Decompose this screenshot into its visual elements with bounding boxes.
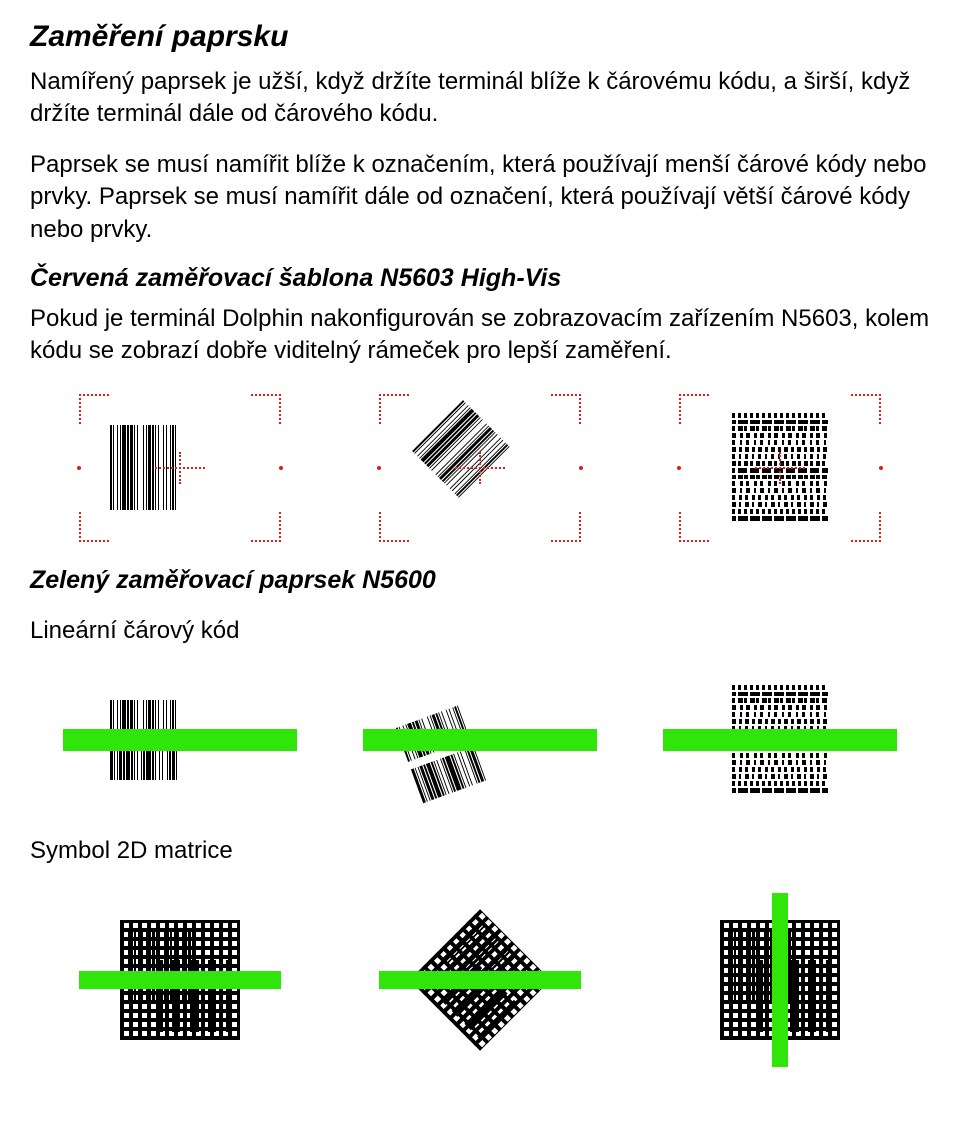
red-bracket-icon — [851, 512, 881, 542]
red-dot-icon — [77, 466, 81, 470]
figure-red-1 — [55, 388, 305, 548]
figure-row-red — [30, 388, 930, 548]
red-bracket-icon — [379, 394, 409, 424]
intro-paragraph-2: Paprsek se musí namířit blíže k označení… — [30, 149, 930, 246]
red-bracket-icon — [379, 512, 409, 542]
label-linear-barcode: Lineární čárový kód — [30, 617, 930, 645]
page-title: Zaměření paprsku — [30, 20, 930, 54]
green-aim-vbar-icon — [772, 893, 788, 1067]
red-bracket-icon — [551, 394, 581, 424]
red-dot-icon — [879, 466, 883, 470]
green-aim-bar-icon — [63, 729, 297, 751]
red-dot-icon — [279, 466, 283, 470]
subheading-red-template: Červená zaměřovací šablona N5603 High-Vi… — [30, 264, 930, 293]
red-bracket-icon — [79, 512, 109, 542]
green-aim-bar-icon — [79, 971, 281, 989]
figure-green-linear-2 — [355, 665, 605, 815]
red-dot-icon — [677, 466, 681, 470]
figure-green-2d-2 — [355, 885, 605, 1075]
figure-row-green-linear — [30, 665, 930, 815]
label-2d-matrix: Symbol 2D matrice — [30, 837, 930, 865]
figure-green-2d-1 — [55, 885, 305, 1075]
intro-paragraph-1: Namířený paprsek je užší, když držíte te… — [30, 66, 930, 131]
red-bracket-icon — [251, 512, 281, 542]
red-bracket-icon — [679, 512, 709, 542]
figure-green-linear-1 — [55, 665, 305, 815]
paragraph-red-template: Pokud je terminál Dolphin nakonfigurován… — [30, 303, 930, 368]
green-aim-bar-icon — [379, 971, 581, 989]
figure-red-2 — [355, 388, 605, 548]
red-bracket-icon — [79, 394, 109, 424]
red-dot-icon — [579, 466, 583, 470]
red-dot-icon — [377, 466, 381, 470]
figure-green-2d-3 — [655, 885, 905, 1075]
red-bracket-icon — [551, 512, 581, 542]
green-aim-bar-icon — [663, 729, 897, 751]
subheading-green-beam: Zelený zaměřovací paprsek N5600 — [30, 566, 930, 595]
red-bracket-icon — [851, 394, 881, 424]
red-bracket-icon — [251, 394, 281, 424]
document-page: Zaměření paprsku Namířený paprsek je užš… — [0, 0, 960, 1133]
red-bracket-icon — [679, 394, 709, 424]
figure-row-green-2d — [30, 885, 930, 1075]
figure-red-3 — [655, 388, 905, 548]
figure-green-linear-3 — [655, 665, 905, 815]
green-aim-bar-icon — [363, 729, 597, 751]
